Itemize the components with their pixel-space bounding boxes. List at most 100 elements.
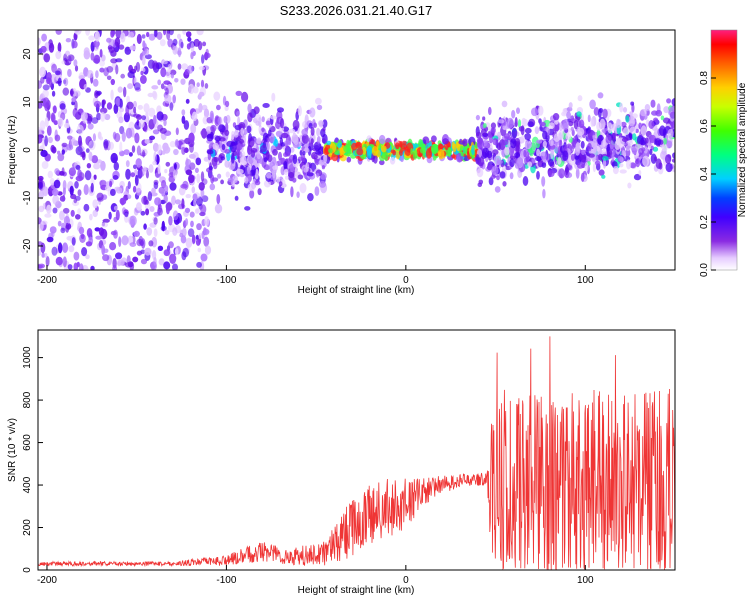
spectrogram-cell xyxy=(100,160,106,171)
spectrogram-cell xyxy=(614,140,621,151)
spectrogram-cell xyxy=(124,46,132,55)
spectrogram-cell xyxy=(121,235,129,246)
spectrogram-cell xyxy=(458,140,466,145)
spectrogram-cell xyxy=(638,170,642,176)
spectrogram-cell xyxy=(118,107,124,113)
spectrogram-cell xyxy=(534,126,540,135)
spectrogram-cell xyxy=(113,205,119,211)
spectrogram-cell xyxy=(490,122,496,129)
spectrogram-cell xyxy=(43,53,51,63)
spectrogram-cell xyxy=(141,115,146,121)
spectrogram-cell xyxy=(233,141,238,146)
spectrogram-cell xyxy=(648,134,657,144)
spectrogram-cell xyxy=(142,150,146,158)
spectrogram-cell xyxy=(438,149,445,160)
spectrogram-cell xyxy=(134,174,139,186)
spectrogram-cell xyxy=(53,179,61,189)
spectrogram-cell xyxy=(79,263,84,270)
spectrogram-cell xyxy=(95,39,99,50)
spectrogram-cell xyxy=(527,121,534,128)
spectrogram-cell xyxy=(153,30,158,38)
spectrogram-cell xyxy=(270,115,277,120)
spectrogram-cell xyxy=(202,116,209,125)
spectrogram-cell xyxy=(542,188,546,199)
spectrogram-cell xyxy=(187,65,194,74)
spectrogram-cell xyxy=(191,186,196,194)
spectrogram-cell xyxy=(40,220,48,225)
spectrogram-cell xyxy=(310,138,314,144)
spectrogram-cell xyxy=(625,145,631,152)
spectrogram-cell xyxy=(239,138,244,144)
spectrogram-cell xyxy=(272,168,276,179)
spectrogram-cell xyxy=(297,105,302,117)
spectrogram-cell xyxy=(52,207,58,214)
spectrogram-cell xyxy=(524,127,532,134)
spectrogram-cell xyxy=(219,137,226,142)
spectrogram-cell xyxy=(95,235,103,240)
spectrogram-cell xyxy=(309,107,316,118)
spectrogram-cell xyxy=(148,164,154,173)
spectrogram-cell xyxy=(231,152,235,164)
spectrogram-cell xyxy=(181,146,186,155)
spectrogram-cell xyxy=(431,135,437,143)
spectrogram-cell xyxy=(247,103,252,114)
spectrogram-cell xyxy=(390,149,396,154)
snr-ytick-label: 800 xyxy=(22,391,33,408)
spectrogram-cell xyxy=(125,127,133,139)
spectrogram-cell xyxy=(272,148,278,156)
spectrogram-cell xyxy=(147,92,154,98)
spectrogram-cell xyxy=(503,139,509,146)
spectrogram-cell xyxy=(81,151,86,161)
spectrogram-cell xyxy=(194,208,200,214)
spectrogram-cell xyxy=(169,102,174,111)
spectrogram-cell xyxy=(598,108,602,118)
spectrogram-cell xyxy=(54,168,60,175)
spectrogram-cell xyxy=(520,135,525,144)
spectrogram-cell xyxy=(143,124,148,133)
spectrogram-cell xyxy=(509,155,516,160)
spectrogram-cell xyxy=(378,134,386,145)
spectrogram-cell xyxy=(135,158,142,168)
spectrogram-cell xyxy=(542,140,547,148)
spectrogram-cell xyxy=(537,105,544,116)
spectrogram-cell xyxy=(517,119,522,128)
spectrogram-cell xyxy=(220,179,225,185)
snr-ylabel: SNR (10 * v/v) xyxy=(7,418,18,482)
snr-xtick-label: -200 xyxy=(37,575,57,586)
spectrogram-cell xyxy=(187,228,195,238)
spectrogram-cell xyxy=(231,130,235,140)
spectrogram-cell xyxy=(197,247,202,253)
spectrogram-cell xyxy=(303,167,309,173)
colorbar-frame xyxy=(710,29,738,271)
spectrogram-cell xyxy=(602,108,608,119)
spectrogram-cell xyxy=(44,252,48,258)
spectrogram-cell xyxy=(622,107,628,113)
spectrogram-cell xyxy=(618,163,624,168)
spectrogram-cell xyxy=(115,209,120,221)
spectrogram-cell xyxy=(158,258,165,266)
spectrogram-cell xyxy=(536,148,541,156)
spectrogram-cell xyxy=(42,84,50,91)
spectrogram-cell xyxy=(115,252,123,260)
spectrogram-cell xyxy=(562,150,569,161)
spectrogram-cell xyxy=(659,125,666,136)
spectrogram-cell xyxy=(163,194,168,204)
spectrogram-cell xyxy=(447,146,452,158)
spectrogram-cell xyxy=(191,111,198,122)
spectrogram-cell xyxy=(57,220,62,227)
snr-ytick-label: 0 xyxy=(22,567,33,573)
spectrogram-cell xyxy=(62,87,70,96)
spectrogram-cell xyxy=(550,140,554,146)
spectrogram-cell xyxy=(57,42,62,53)
spectrogram-cell xyxy=(61,149,65,155)
spectrogram-cell xyxy=(45,255,50,267)
spectrogram-cell xyxy=(136,202,142,211)
spectrogram-cell xyxy=(119,150,125,157)
spectrogram-cell xyxy=(514,152,521,159)
spectrogram-cell xyxy=(263,164,271,171)
spectrogram-cell xyxy=(266,137,270,143)
spectrogram-cell xyxy=(114,37,121,48)
spectrogram-cell xyxy=(185,194,192,199)
spectrogram-cell xyxy=(635,158,641,168)
